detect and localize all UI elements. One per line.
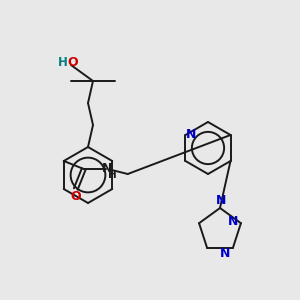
Text: O: O [70, 190, 81, 203]
Text: N: N [102, 161, 112, 175]
Text: H: H [108, 170, 117, 180]
Text: O: O [68, 56, 78, 70]
Text: H: H [58, 56, 68, 70]
Text: N: N [186, 128, 197, 142]
Text: N: N [216, 194, 226, 208]
Text: N: N [228, 215, 238, 228]
Text: N: N [220, 247, 230, 260]
